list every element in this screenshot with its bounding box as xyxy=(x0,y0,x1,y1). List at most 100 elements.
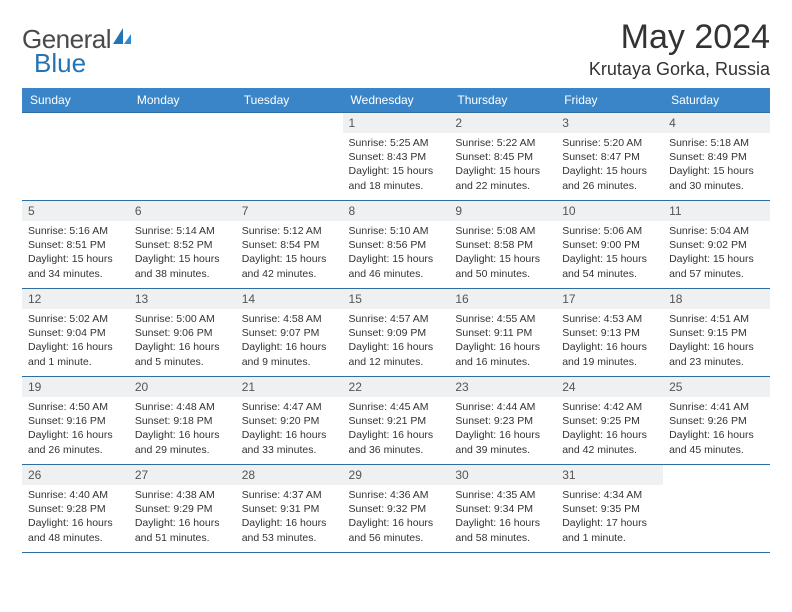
day-info: Sunrise: 4:41 AMSunset: 9:26 PMDaylight:… xyxy=(663,397,770,461)
day-info: Sunrise: 4:51 AMSunset: 9:15 PMDaylight:… xyxy=(663,309,770,373)
calendar-day-cell: 18Sunrise: 4:51 AMSunset: 9:15 PMDayligh… xyxy=(663,289,770,377)
day-info: Sunrise: 4:47 AMSunset: 9:20 PMDaylight:… xyxy=(236,397,343,461)
day-info: Sunrise: 4:38 AMSunset: 9:29 PMDaylight:… xyxy=(129,485,236,549)
daylight-text: Daylight: 16 hours and 5 minutes. xyxy=(135,340,230,368)
calendar-day-cell: . xyxy=(663,465,770,553)
sunrise-text: Sunrise: 5:22 AM xyxy=(455,136,550,150)
sunset-text: Sunset: 9:11 PM xyxy=(455,326,550,340)
day-info: Sunrise: 4:37 AMSunset: 9:31 PMDaylight:… xyxy=(236,485,343,549)
sunset-text: Sunset: 9:29 PM xyxy=(135,502,230,516)
daylight-text: Daylight: 16 hours and 16 minutes. xyxy=(455,340,550,368)
sunrise-text: Sunrise: 4:51 AM xyxy=(669,312,764,326)
day-number: 26 xyxy=(22,465,129,485)
calendar-week: 19Sunrise: 4:50 AMSunset: 9:16 PMDayligh… xyxy=(22,377,770,465)
daylight-text: Daylight: 16 hours and 23 minutes. xyxy=(669,340,764,368)
calendar-table: Sunday Monday Tuesday Wednesday Thursday… xyxy=(22,88,770,553)
sunset-text: Sunset: 9:23 PM xyxy=(455,414,550,428)
weekday-header: Sunday xyxy=(22,88,129,113)
sunset-text: Sunset: 9:21 PM xyxy=(349,414,444,428)
calendar-day-cell: 14Sunrise: 4:58 AMSunset: 9:07 PMDayligh… xyxy=(236,289,343,377)
day-info: Sunrise: 5:20 AMSunset: 8:47 PMDaylight:… xyxy=(556,133,663,197)
daylight-text: Daylight: 15 hours and 54 minutes. xyxy=(562,252,657,280)
sunrise-text: Sunrise: 5:12 AM xyxy=(242,224,337,238)
daylight-text: Daylight: 16 hours and 53 minutes. xyxy=(242,516,337,544)
daylight-text: Daylight: 15 hours and 30 minutes. xyxy=(669,164,764,192)
day-info: Sunrise: 5:00 AMSunset: 9:06 PMDaylight:… xyxy=(129,309,236,373)
day-number: 22 xyxy=(343,377,450,397)
daylight-text: Daylight: 16 hours and 56 minutes. xyxy=(349,516,444,544)
day-info: Sunrise: 4:36 AMSunset: 9:32 PMDaylight:… xyxy=(343,485,450,549)
calendar-day-cell: 15Sunrise: 4:57 AMSunset: 9:09 PMDayligh… xyxy=(343,289,450,377)
calendar-day-cell: 9Sunrise: 5:08 AMSunset: 8:58 PMDaylight… xyxy=(449,201,556,289)
sunset-text: Sunset: 9:20 PM xyxy=(242,414,337,428)
day-number: 15 xyxy=(343,289,450,309)
day-number: 24 xyxy=(556,377,663,397)
calendar-day-cell: 11Sunrise: 5:04 AMSunset: 9:02 PMDayligh… xyxy=(663,201,770,289)
day-info: Sunrise: 4:53 AMSunset: 9:13 PMDaylight:… xyxy=(556,309,663,373)
calendar-day-cell: 19Sunrise: 4:50 AMSunset: 9:16 PMDayligh… xyxy=(22,377,129,465)
day-info: Sunrise: 5:22 AMSunset: 8:45 PMDaylight:… xyxy=(449,133,556,197)
daylight-text: Daylight: 16 hours and 29 minutes. xyxy=(135,428,230,456)
header: General May 2024 Krutaya Gorka, Russia xyxy=(22,18,770,80)
day-number: 4 xyxy=(663,113,770,133)
sunrise-text: Sunrise: 4:48 AM xyxy=(135,400,230,414)
sunset-text: Sunset: 9:15 PM xyxy=(669,326,764,340)
daylight-text: Daylight: 16 hours and 19 minutes. xyxy=(562,340,657,368)
sunrise-text: Sunrise: 5:20 AM xyxy=(562,136,657,150)
sunset-text: Sunset: 9:32 PM xyxy=(349,502,444,516)
sunrise-text: Sunrise: 5:14 AM xyxy=(135,224,230,238)
calendar-day-cell: 25Sunrise: 4:41 AMSunset: 9:26 PMDayligh… xyxy=(663,377,770,465)
day-number: 7 xyxy=(236,201,343,221)
day-info: Sunrise: 5:06 AMSunset: 9:00 PMDaylight:… xyxy=(556,221,663,285)
day-info: Sunrise: 4:58 AMSunset: 9:07 PMDaylight:… xyxy=(236,309,343,373)
day-info: Sunrise: 5:04 AMSunset: 9:02 PMDaylight:… xyxy=(663,221,770,285)
sunrise-text: Sunrise: 5:25 AM xyxy=(349,136,444,150)
sunset-text: Sunset: 8:58 PM xyxy=(455,238,550,252)
title-block: May 2024 Krutaya Gorka, Russia xyxy=(589,18,770,80)
sunset-text: Sunset: 8:54 PM xyxy=(242,238,337,252)
day-info: Sunrise: 4:44 AMSunset: 9:23 PMDaylight:… xyxy=(449,397,556,461)
daylight-text: Daylight: 17 hours and 1 minute. xyxy=(562,516,657,544)
daylight-text: Daylight: 16 hours and 26 minutes. xyxy=(28,428,123,456)
day-info: Sunrise: 5:12 AMSunset: 8:54 PMDaylight:… xyxy=(236,221,343,285)
calendar-day-cell: . xyxy=(236,113,343,201)
sunrise-text: Sunrise: 4:34 AM xyxy=(562,488,657,502)
daylight-text: Daylight: 16 hours and 36 minutes. xyxy=(349,428,444,456)
calendar-day-cell: 28Sunrise: 4:37 AMSunset: 9:31 PMDayligh… xyxy=(236,465,343,553)
sunset-text: Sunset: 9:31 PM xyxy=(242,502,337,516)
day-info: Sunrise: 4:35 AMSunset: 9:34 PMDaylight:… xyxy=(449,485,556,549)
day-number: 13 xyxy=(129,289,236,309)
calendar-week: ...1Sunrise: 5:25 AMSunset: 8:43 PMDayli… xyxy=(22,113,770,201)
calendar-day-cell: 31Sunrise: 4:34 AMSunset: 9:35 PMDayligh… xyxy=(556,465,663,553)
sunrise-text: Sunrise: 5:16 AM xyxy=(28,224,123,238)
day-info: Sunrise: 5:02 AMSunset: 9:04 PMDaylight:… xyxy=(22,309,129,373)
day-info: Sunrise: 4:34 AMSunset: 9:35 PMDaylight:… xyxy=(556,485,663,549)
sunset-text: Sunset: 8:56 PM xyxy=(349,238,444,252)
sunset-text: Sunset: 8:51 PM xyxy=(28,238,123,252)
day-number: 16 xyxy=(449,289,556,309)
weekday-header: Tuesday xyxy=(236,88,343,113)
daylight-text: Daylight: 16 hours and 45 minutes. xyxy=(669,428,764,456)
day-number: 8 xyxy=(343,201,450,221)
daylight-text: Daylight: 16 hours and 51 minutes. xyxy=(135,516,230,544)
daylight-text: Daylight: 15 hours and 38 minutes. xyxy=(135,252,230,280)
day-number: 30 xyxy=(449,465,556,485)
sunset-text: Sunset: 9:26 PM xyxy=(669,414,764,428)
calendar-day-cell: 2Sunrise: 5:22 AMSunset: 8:45 PMDaylight… xyxy=(449,113,556,201)
calendar-day-cell: 22Sunrise: 4:45 AMSunset: 9:21 PMDayligh… xyxy=(343,377,450,465)
brand-word-blue: Blue xyxy=(34,48,86,79)
sunset-text: Sunset: 9:04 PM xyxy=(28,326,123,340)
sunrise-text: Sunrise: 4:41 AM xyxy=(669,400,764,414)
location-label: Krutaya Gorka, Russia xyxy=(589,59,770,80)
sail-icon xyxy=(111,26,133,53)
sunset-text: Sunset: 9:25 PM xyxy=(562,414,657,428)
sunset-text: Sunset: 9:35 PM xyxy=(562,502,657,516)
sunset-text: Sunset: 9:34 PM xyxy=(455,502,550,516)
day-info: Sunrise: 4:40 AMSunset: 9:28 PMDaylight:… xyxy=(22,485,129,549)
daylight-text: Daylight: 15 hours and 50 minutes. xyxy=(455,252,550,280)
calendar-day-cell: 29Sunrise: 4:36 AMSunset: 9:32 PMDayligh… xyxy=(343,465,450,553)
day-number: 1 xyxy=(343,113,450,133)
day-number: 9 xyxy=(449,201,556,221)
calendar-day-cell: 16Sunrise: 4:55 AMSunset: 9:11 PMDayligh… xyxy=(449,289,556,377)
weekday-header: Saturday xyxy=(663,88,770,113)
